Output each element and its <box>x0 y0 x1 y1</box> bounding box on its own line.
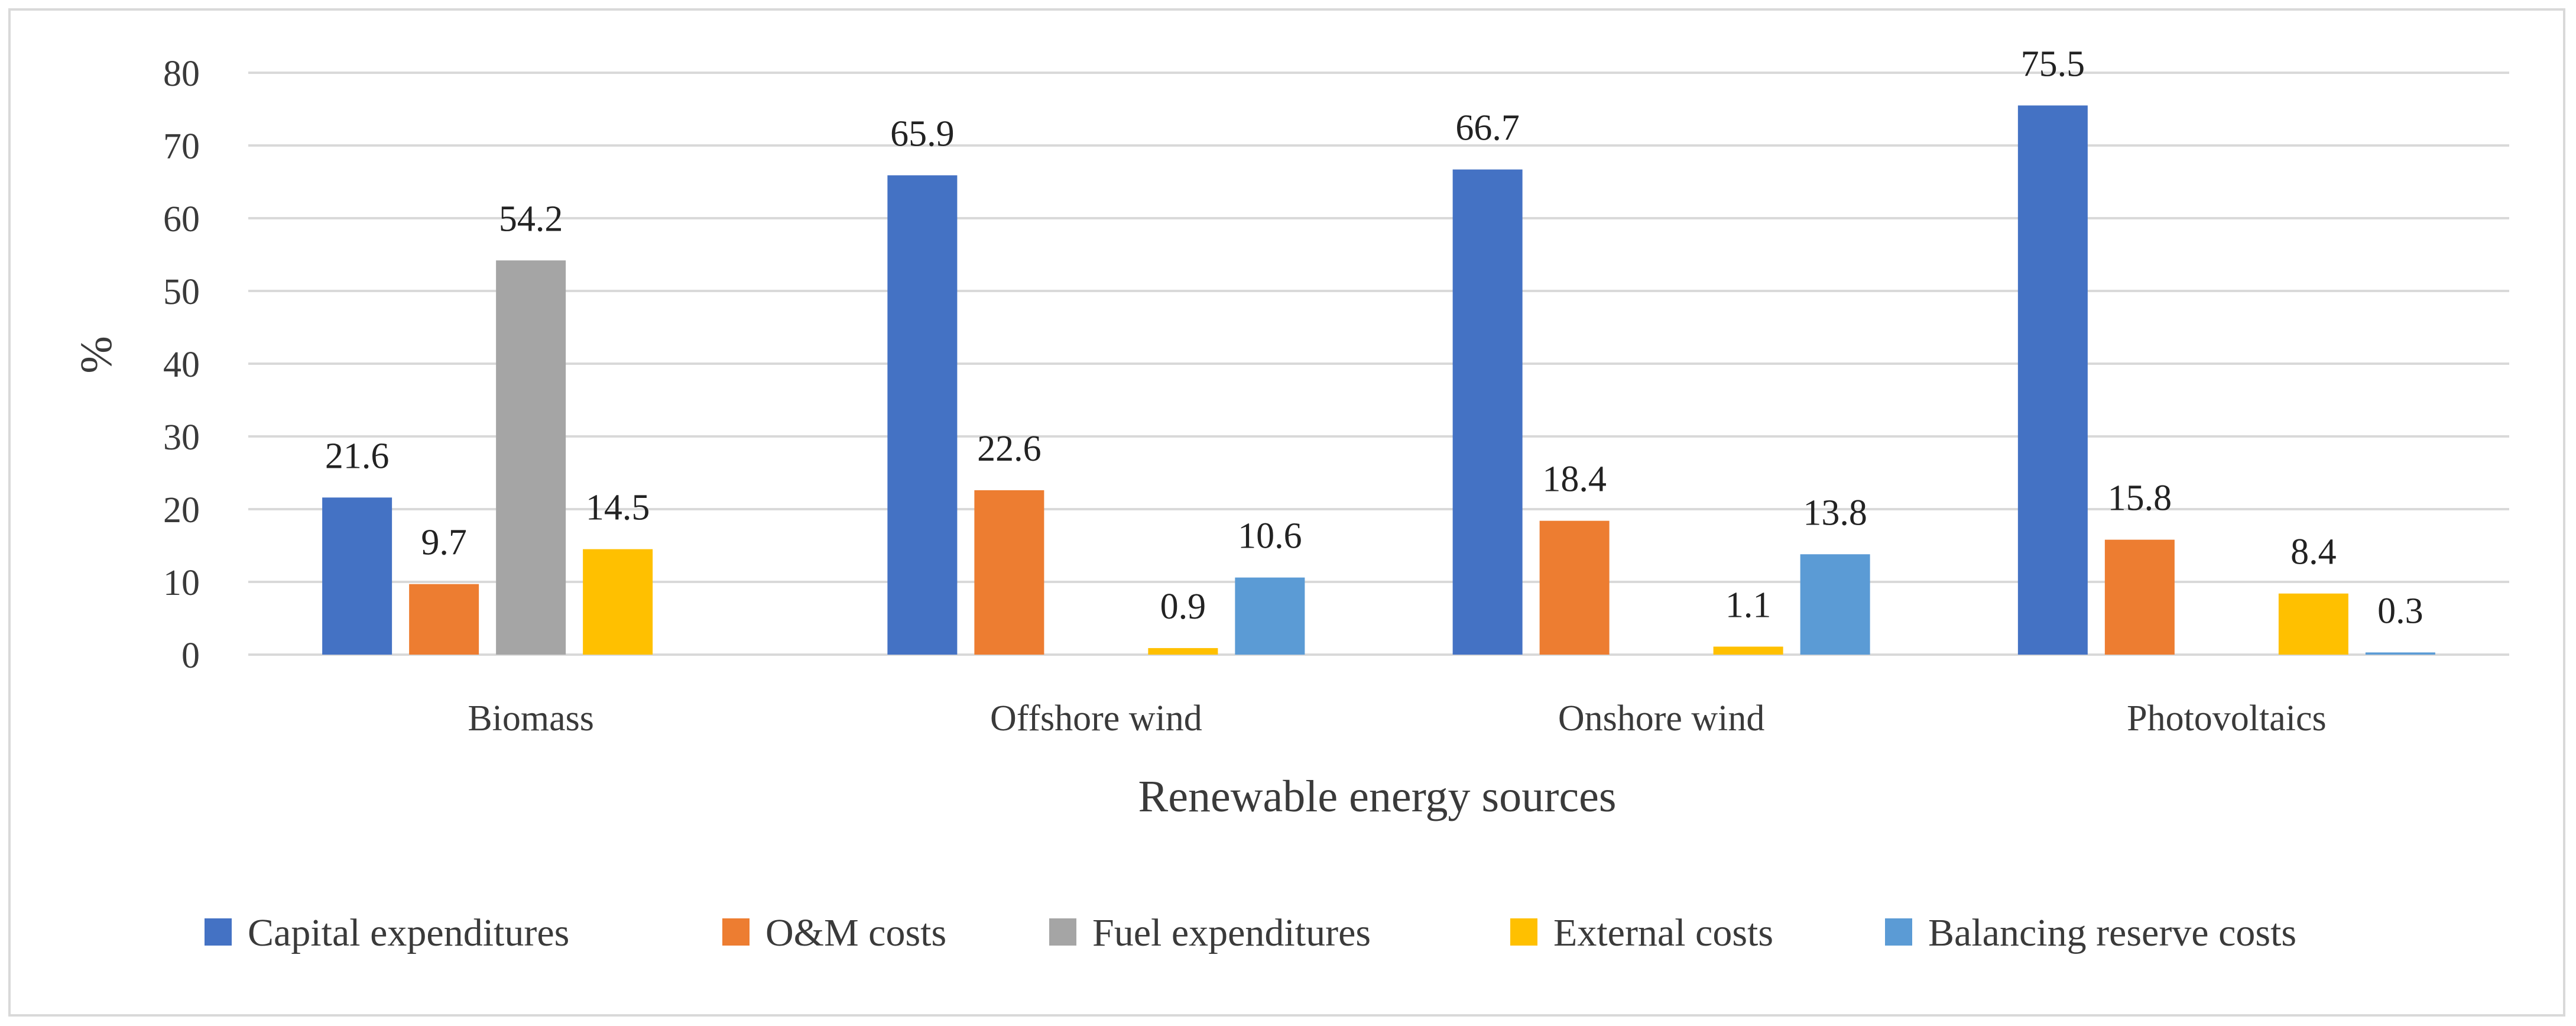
y-tick-label: 10 <box>163 563 200 603</box>
x-axis-categories: Biomass Offshore wind Onshore wind Photovol… <box>468 698 2326 739</box>
legend-swatch <box>1049 918 1076 946</box>
y-tick-label: 0 <box>181 636 200 676</box>
x-tick-label: Offshore wind <box>990 698 1202 739</box>
bar <box>1148 648 1218 655</box>
data-label: 54.2 <box>499 199 563 239</box>
legend-label: Balancing reserve costs <box>1928 911 2296 954</box>
data-label: 15.8 <box>2108 478 2172 519</box>
bar <box>2017 105 2088 655</box>
data-label: 9.7 <box>421 523 467 563</box>
data-label: 10.6 <box>1238 516 1302 556</box>
data-label: 8.4 <box>2291 532 2337 572</box>
legend-label: Fuel expenditures <box>1092 911 1371 954</box>
bar <box>2365 652 2435 655</box>
bar <box>1713 646 1783 655</box>
data-label: 18.4 <box>1542 459 1607 500</box>
x-tick-label: Onshore wind <box>1558 698 1765 739</box>
y-tick-label: 20 <box>163 490 200 530</box>
bar <box>1235 577 1305 655</box>
y-tick-label: 80 <box>163 54 200 94</box>
bar <box>974 490 1044 655</box>
data-label: 22.6 <box>977 429 1042 469</box>
bar <box>1539 520 1610 655</box>
legend-swatch <box>1510 918 1537 946</box>
bar <box>2104 539 2175 655</box>
x-axis-title: Renewable energy sources <box>1138 772 1617 821</box>
y-axis-title: % <box>72 336 121 373</box>
data-labels: 21.6 9.7 54.2 14.5 65.9 22.6 0.9 10.6 66.7 18.4 1.… <box>325 44 2423 631</box>
data-label: 66.7 <box>1455 108 1520 148</box>
y-tick-label: 70 <box>163 127 200 167</box>
legend-swatch <box>1885 918 1912 946</box>
bar <box>2278 593 2348 655</box>
data-label: 0.9 <box>1160 587 1206 627</box>
legend-label: Capital expenditures <box>248 911 569 954</box>
y-axis-ticks: 0 10 20 30 40 50 60 70 80 <box>163 54 200 676</box>
bar <box>322 497 392 655</box>
data-label: 0.3 <box>2377 591 2423 631</box>
chart-frame <box>8 8 2565 1017</box>
y-tick-label: 50 <box>163 272 200 312</box>
data-label: 75.5 <box>2021 44 2085 84</box>
bar <box>887 175 958 655</box>
bar <box>409 584 479 655</box>
x-tick-label: Biomass <box>468 698 594 739</box>
legend-label: O&M costs <box>765 911 946 954</box>
data-label: 1.1 <box>1725 585 1772 625</box>
bar <box>1452 169 1523 655</box>
bar <box>1800 554 1870 655</box>
y-tick-label: 40 <box>163 345 200 385</box>
bar <box>496 260 566 655</box>
data-label: 65.9 <box>890 114 955 154</box>
legend-label: External costs <box>1553 911 1773 954</box>
data-label: 13.8 <box>1803 493 1867 533</box>
legend-swatch <box>205 918 232 946</box>
bars <box>322 105 2435 655</box>
x-tick-label: Photovoltaics <box>2127 698 2327 739</box>
legend-swatch <box>722 918 750 946</box>
y-tick-label: 60 <box>163 199 200 239</box>
data-label: 21.6 <box>325 436 390 476</box>
y-tick-label: 30 <box>163 417 200 458</box>
legend: Capital expenditures O&M costs Fuel expend… <box>205 911 2296 954</box>
data-label: 14.5 <box>586 488 650 528</box>
bar <box>583 549 653 655</box>
